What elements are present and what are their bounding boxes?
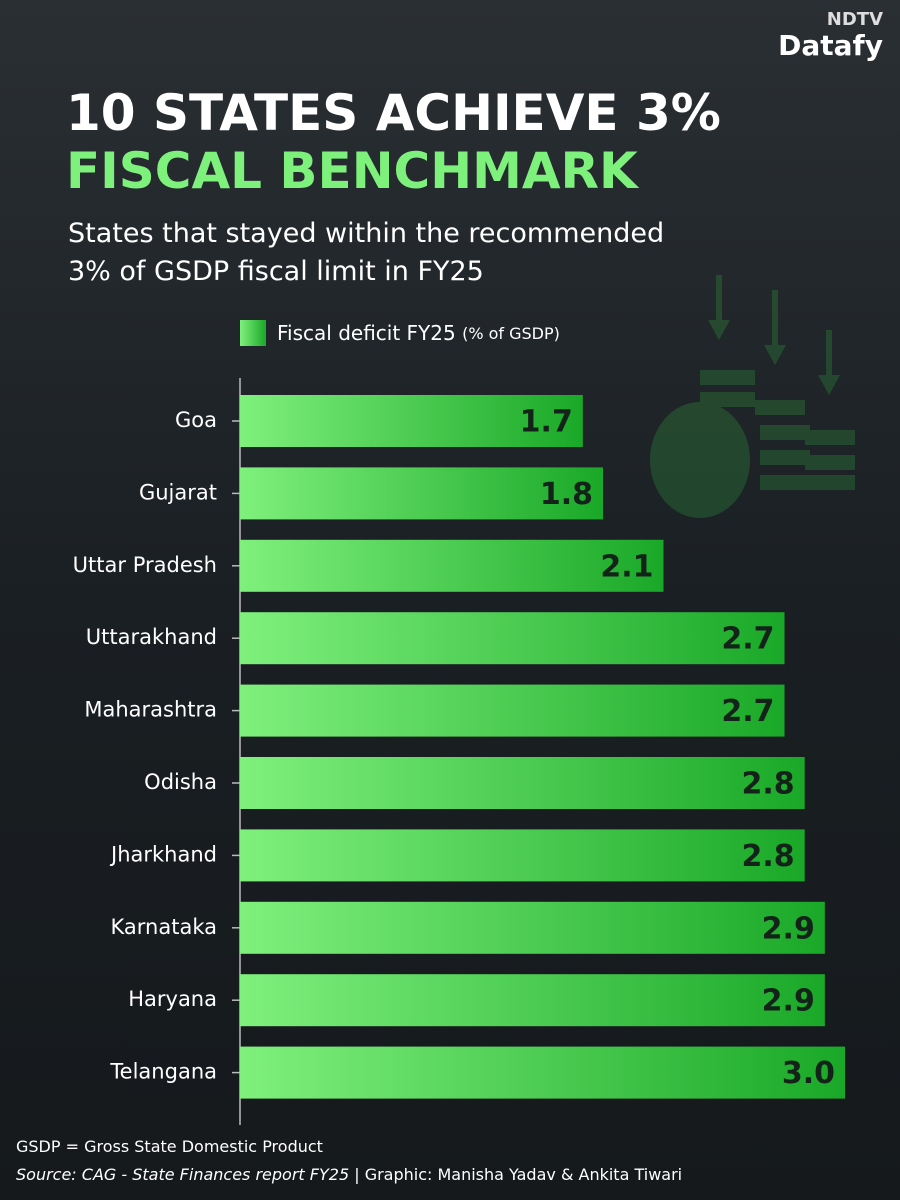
- source-text: Source: CAG - State Finances report FY25: [16, 1165, 349, 1184]
- title-line: FISCAL BENCHMARK: [66, 142, 640, 200]
- footnote: GSDP = Gross State Domestic Product: [16, 1137, 323, 1156]
- y-tick-label: Maharashtra: [84, 698, 217, 722]
- value-label: 2.9: [762, 984, 815, 1019]
- credit: | Graphic: Manisha Yadav & Ankita Tiwari: [349, 1165, 682, 1184]
- y-tick-label: Uttar Pradesh: [73, 553, 217, 577]
- bar: [240, 901, 825, 954]
- source: Source: CAG - State Finances report FY25…: [16, 1165, 682, 1184]
- value-label: 2.1: [600, 549, 653, 584]
- y-tick-label: Gujarat: [139, 480, 217, 504]
- bar: [240, 395, 583, 447]
- bar: [240, 539, 664, 592]
- bar: [240, 829, 805, 882]
- y-tick-label: Goa: [175, 408, 217, 432]
- y-tick-label: Haryana: [128, 987, 217, 1011]
- y-tick-label: Odisha: [144, 770, 217, 794]
- value-label: 2.9: [762, 911, 815, 946]
- bar: [240, 612, 785, 665]
- y-tick-label: Uttarakhand: [86, 625, 217, 649]
- legend-name: Fiscal deficit FY25: [277, 321, 456, 345]
- value-label: 1.7: [520, 405, 573, 440]
- bar: [240, 467, 603, 520]
- y-tick-label: Jharkhand: [109, 842, 217, 866]
- brand-name: Datafy: [778, 29, 883, 62]
- subtitle-line: 3% of GSDP fiscal limit in FY25: [68, 256, 484, 287]
- brand-top: NDTV: [827, 9, 883, 30]
- legend-unit: (% of GSDP): [462, 324, 560, 343]
- title-line: 10 STATES ACHIEVE 3%: [66, 84, 721, 142]
- value-label: 2.8: [742, 839, 795, 874]
- value-label: 1.8: [540, 477, 593, 512]
- value-label: 2.7: [721, 694, 774, 729]
- legend-label: Fiscal deficit FY25 (% of GSDP): [277, 321, 560, 345]
- legend-swatch: [240, 320, 266, 346]
- value-label: 3.0: [782, 1056, 835, 1091]
- decor-icon: [650, 275, 855, 518]
- value-label: 2.8: [742, 767, 795, 802]
- bar: [240, 757, 805, 809]
- bar: [240, 1046, 845, 1099]
- bar: [240, 974, 825, 1027]
- y-tick-label: Telangana: [109, 1060, 217, 1084]
- bar: [240, 684, 785, 737]
- y-tick-label: Karnataka: [111, 915, 217, 939]
- value-label: 2.7: [721, 622, 774, 657]
- subtitle-line: States that stayed within the recommende…: [68, 218, 664, 249]
